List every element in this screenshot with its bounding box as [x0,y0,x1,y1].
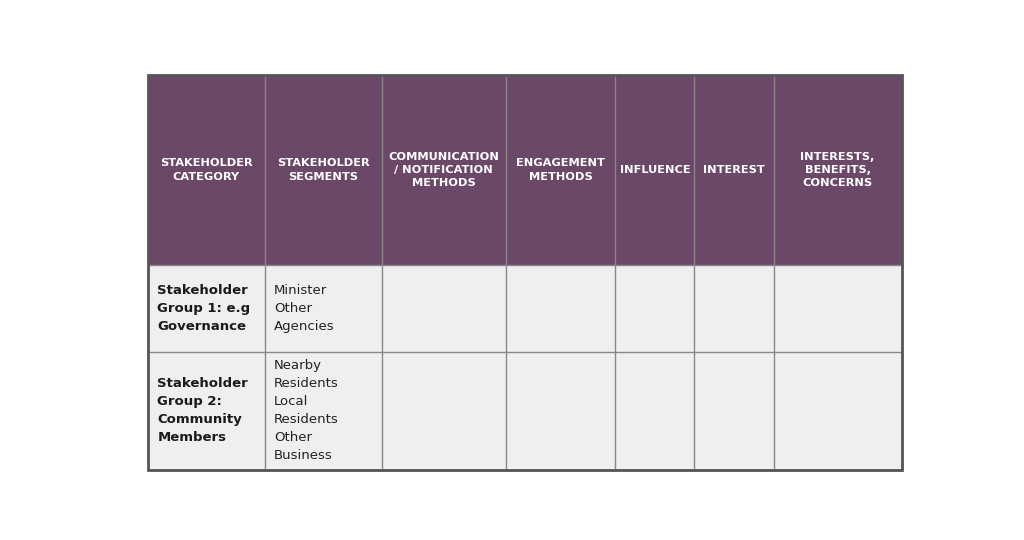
Bar [382,352,506,470]
Bar [615,352,694,470]
Bar [147,265,264,352]
Bar [773,352,902,470]
Bar [147,75,264,265]
Text: ENGAGEMENT
METHODS: ENGAGEMENT METHODS [516,158,605,181]
Bar [615,75,694,265]
Bar [264,352,382,470]
Bar [773,75,902,265]
Bar [694,75,773,265]
Text: STAKEHOLDER
CATEGORY: STAKEHOLDER CATEGORY [160,158,253,181]
Bar [694,265,773,352]
Text: STAKEHOLDER
SEGMENTS: STAKEHOLDER SEGMENTS [276,158,370,181]
Bar [506,352,615,470]
Bar [147,352,264,470]
Text: Nearby
Residents
Local
Residents
Other
Business: Nearby Residents Local Residents Other B… [274,360,339,462]
Text: Stakeholder
Group 2:
Community
Members: Stakeholder Group 2: Community Members [158,377,248,444]
Bar [264,265,382,352]
Bar [264,75,382,265]
Bar [506,265,615,352]
Text: INFLUENCE: INFLUENCE [620,165,690,175]
Bar [615,265,694,352]
Text: COMMUNICATION
/ NOTIFICATION
METHODS: COMMUNICATION / NOTIFICATION METHODS [388,152,499,188]
Bar [773,265,902,352]
Bar [506,75,615,265]
Text: Stakeholder
Group 1: e.g
Governance: Stakeholder Group 1: e.g Governance [158,284,251,333]
Bar [382,75,506,265]
Bar [382,265,506,352]
Bar [694,352,773,470]
Text: INTERESTS,
BENEFITS,
CONCERNS: INTERESTS, BENEFITS, CONCERNS [801,152,874,188]
Text: Minister
Other
Agencies: Minister Other Agencies [274,284,335,333]
Text: INTEREST: INTEREST [703,165,765,175]
